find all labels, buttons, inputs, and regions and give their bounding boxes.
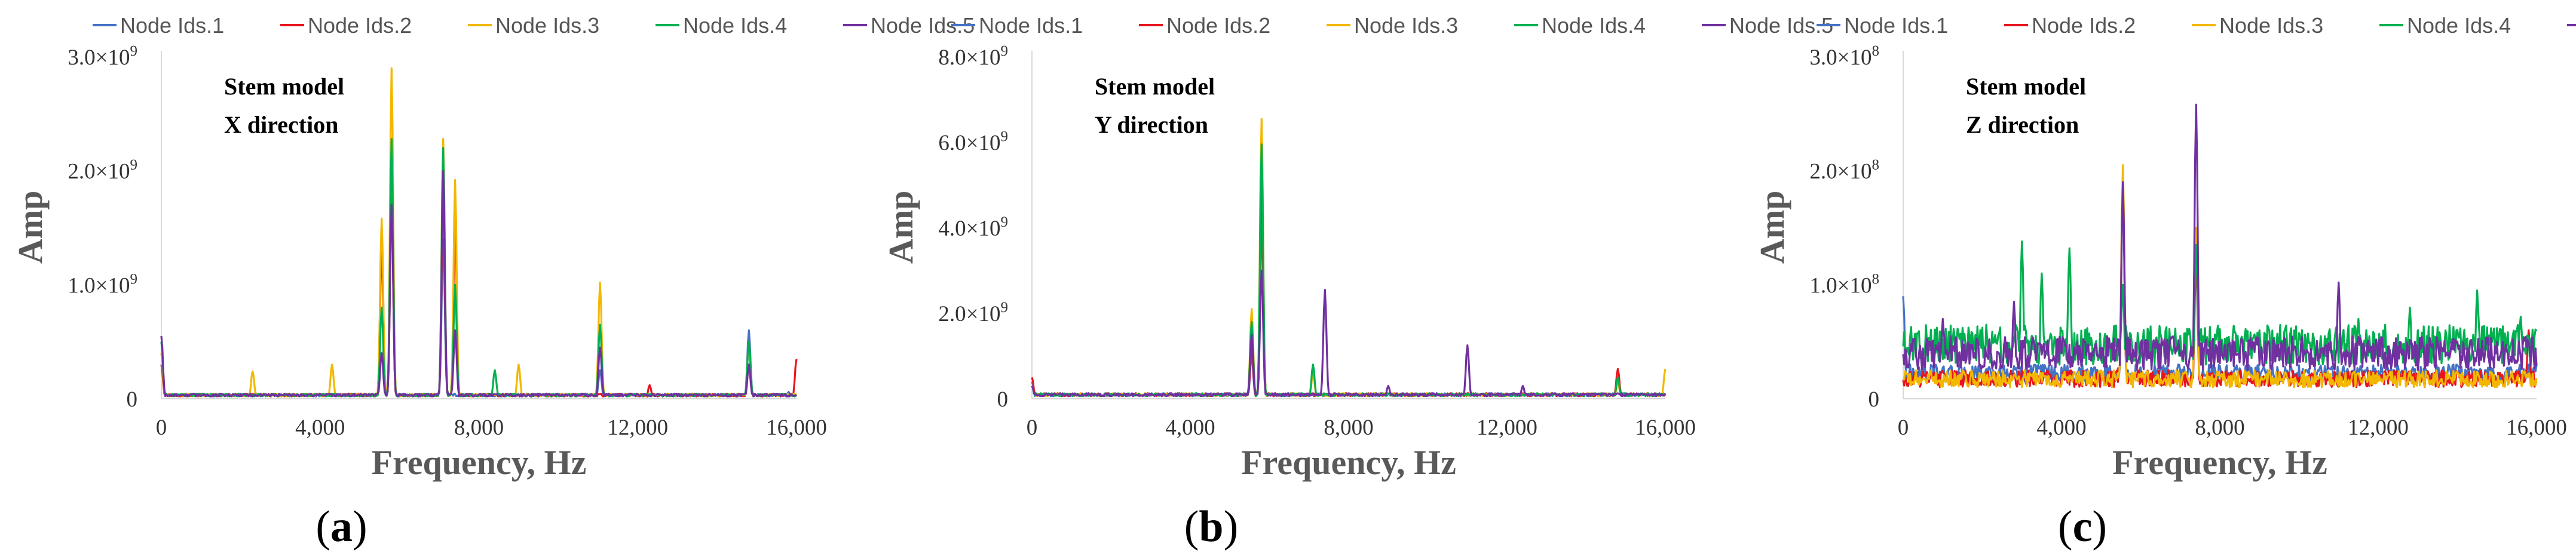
y-tick-label: 0 (127, 387, 138, 412)
x-tick-label: 12,000 (1477, 416, 1537, 440)
panel-label: (a) (316, 502, 367, 551)
x-tick-label: 16,000 (766, 416, 827, 440)
legend-label: Node Ids.4 (1542, 13, 1646, 38)
panel-label: (b) (1184, 502, 1238, 551)
annotation-model: Stem model (224, 73, 344, 100)
chart-panel-b: Node Ids.1 Node Ids.2 Node Ids.3 Node Ids.4… (881, 13, 1833, 551)
series-line-node-ids-1 (160, 181, 797, 398)
legend-label: Node Ids.4 (683, 13, 787, 38)
y-tick-label: 8.0×109 (938, 43, 1008, 70)
y-tick-label: 0 (1869, 387, 1880, 412)
x-tick-label: 8,000 (454, 416, 504, 440)
legend-label: Node Ids.2 (308, 13, 412, 38)
y-tick-label: 3.0×108 (1809, 43, 1879, 70)
y-tick-label: 0 (997, 387, 1009, 412)
y-axis-title: Amp (11, 191, 50, 264)
series-line-node-ids-1 (1031, 227, 1666, 398)
y-tick-label: 1.0×109 (68, 271, 137, 298)
series-line-node-ids-2 (160, 193, 798, 398)
series-line-node-ids-2 (1031, 184, 1667, 398)
annotation-model: Stem model (1966, 73, 2086, 100)
chart-panel-c: Node Ids.1 Node Ids.2 Node Ids.3 Node Ids.4… (1753, 13, 2576, 551)
x-axis-title: Frequency, Hz (372, 443, 587, 482)
y-tick-label: 3.0×109 (68, 43, 137, 70)
series-line-node-ids-4 (1031, 143, 1666, 398)
panel-label: (c) (2058, 502, 2107, 551)
y-tick-label: 2.0×108 (1809, 157, 1879, 184)
legend-label: Node Ids.5 (1729, 13, 1833, 38)
y-tick-label: 6.0×109 (938, 129, 1008, 155)
x-tick-label: 12,000 (2348, 416, 2409, 440)
y-tick-label: 1.0×108 (1809, 271, 1879, 298)
series-line-node-ids-5 (160, 170, 797, 398)
x-axis-title: Frequency, Hz (2112, 443, 2327, 482)
y-axis-title: Amp (881, 191, 920, 264)
x-tick-label: 16,000 (1635, 416, 1696, 440)
legend-label: Node Ids.3 (495, 13, 599, 38)
x-axis-title: Frequency, Hz (1241, 443, 1456, 482)
series-line-node-ids-3 (1031, 118, 1667, 398)
annotation-direction: Z direction (1966, 111, 2079, 138)
x-tick-label: 8,000 (1324, 416, 1373, 440)
x-tick-label: 4,000 (1165, 416, 1215, 440)
legend-label: Node Ids.2 (2032, 13, 2136, 38)
x-tick-label: 0 (1027, 416, 1038, 440)
x-tick-label: 16,000 (2506, 416, 2567, 440)
y-tick-label: 2.0×109 (938, 300, 1008, 326)
chart-panel-a: Node Ids.1 Node Ids.2 Node Ids.3 Node Ids.4… (11, 13, 975, 551)
legend-label: Node Ids.1 (1844, 13, 1948, 38)
legend-label: Node Ids.1 (979, 13, 1083, 38)
legend-label: Node Ids.3 (2219, 13, 2323, 38)
series-line-node-ids-5 (1902, 103, 2538, 371)
x-tick-label: 4,000 (2036, 416, 2086, 440)
y-axis-title: Amp (1753, 191, 1791, 264)
x-tick-label: 0 (156, 416, 167, 440)
y-tick-label: 2.0×109 (68, 157, 137, 184)
x-tick-label: 0 (1898, 416, 1909, 440)
x-tick-label: 8,000 (2195, 416, 2244, 440)
series-line-node-ids-3 (1903, 164, 2538, 389)
series-line-node-ids-4 (1902, 240, 2538, 366)
legend-label: Node Ids.2 (1166, 13, 1270, 38)
annotation-direction: X direction (224, 111, 338, 138)
legend-label: Node Ids.4 (2407, 13, 2511, 38)
series-line-node-ids-4 (160, 138, 798, 398)
x-tick-label: 4,000 (295, 416, 345, 440)
legend-label: Node Ids.1 (120, 13, 224, 38)
annotation-direction: Y direction (1095, 111, 1208, 138)
y-tick-label: 4.0×109 (938, 214, 1008, 241)
annotation-model: Stem model (1095, 73, 1215, 100)
x-tick-label: 12,000 (607, 416, 668, 440)
legend-label: Node Ids.3 (1354, 13, 1458, 38)
series-line-node-ids-5 (1031, 269, 1667, 398)
